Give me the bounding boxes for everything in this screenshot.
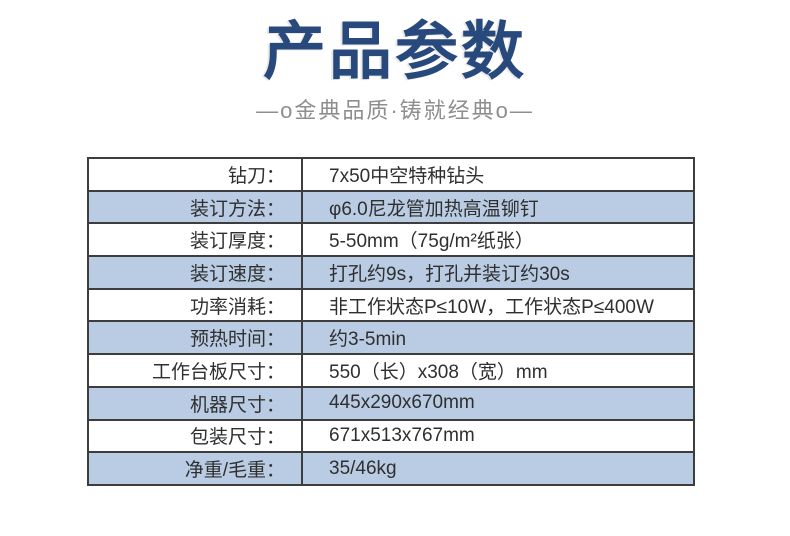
spec-value: 671x513x767mm (301, 418, 695, 454)
spec-label: 包装尺寸： (87, 418, 303, 454)
table-row: 装订速度： 打孔约9s，打孔并装订约30s (87, 255, 695, 290)
table-row: 钻刀： 7x50中空特种钻头 (87, 157, 695, 192)
spec-value: φ6.0尼龙管加热高温铆钉 (301, 189, 695, 225)
table-row: 预热时间： 约3-5min (87, 320, 695, 356)
spec-value: 非工作状态P≤10W，工作状态P≤400W (301, 287, 695, 323)
table-row: 装订方法： φ6.0尼龙管加热高温铆钉 (87, 189, 695, 225)
table-row: 装订厚度： 5-50mm（75g/m²纸张） (87, 222, 695, 258)
spec-label: 装订厚度： (87, 222, 303, 258)
spec-label: 预热时间： (87, 320, 303, 356)
spec-value: 35/46kg (301, 451, 695, 486)
spec-value: 打孔约9s，打孔并装订约30s (301, 255, 695, 290)
specs-table-body: 钻刀： 7x50中空特种钻头 装订方法： φ6.0尼龙管加热高温铆钉 装订厚度： 5-50… (87, 157, 695, 486)
table-row: 机器尺寸： 445x290x670mm (87, 385, 695, 421)
table-row: 功率消耗： 非工作状态P≤10W，工作状态P≤400W (87, 287, 695, 323)
table-row: 工作台板尺寸： 550（长）x308（宽）mm (87, 353, 695, 388)
spec-label: 装订方法： (87, 189, 303, 225)
table-row: 包装尺寸： 671x513x767mm (87, 418, 695, 454)
spec-label: 功率消耗： (87, 287, 303, 323)
spec-value: 550（长）x308（宽）mm (301, 353, 695, 388)
page-header: 产品参数 —o金典品质·铸就经典o— (0, 0, 790, 123)
spec-value: 约3-5min (301, 320, 695, 356)
spec-label: 钻刀： (87, 157, 303, 192)
table-row: 净重/毛重： 35/46kg (87, 451, 695, 486)
spec-value: 7x50中空特种钻头 (301, 157, 695, 192)
spec-label: 机器尺寸： (87, 385, 303, 421)
spec-value: 445x290x670mm (301, 385, 695, 421)
spec-label: 工作台板尺寸： (87, 353, 303, 388)
page-subtitle: —o金典品质·铸就经典o— (256, 98, 534, 123)
page-title: 产品参数 (263, 17, 527, 87)
specs-table: 钻刀： 7x50中空特种钻头 装订方法： φ6.0尼龙管加热高温铆钉 装订厚度： 5-50… (87, 157, 695, 486)
spec-label: 装订速度： (87, 255, 303, 290)
spec-value: 5-50mm（75g/m²纸张） (301, 222, 695, 258)
spec-label: 净重/毛重： (87, 451, 303, 486)
